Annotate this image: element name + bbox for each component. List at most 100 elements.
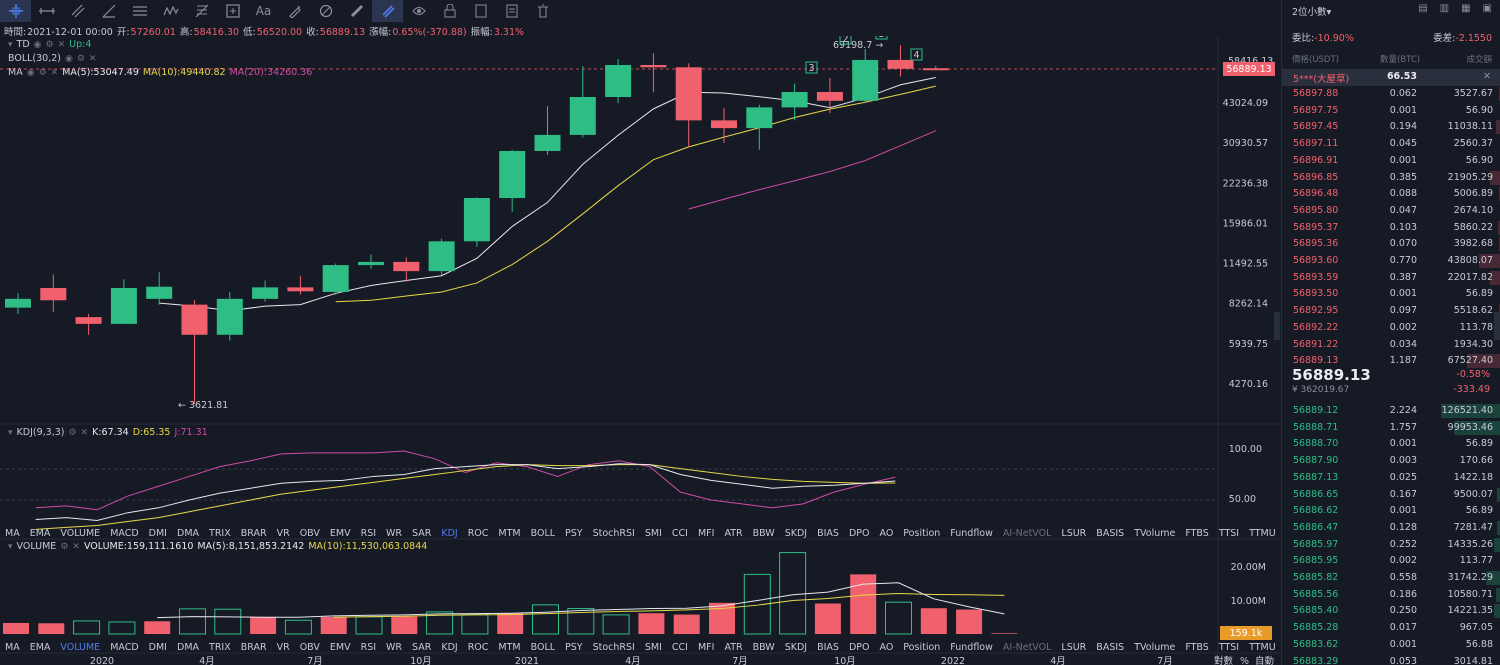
indicator-tab-brar[interactable]: BRAR — [240, 641, 267, 653]
collapse-icon[interactable]: ▾ — [8, 541, 13, 552]
indicator-tab-smi[interactable]: SMI — [644, 641, 662, 653]
copy-icon[interactable] — [465, 0, 496, 22]
indicator-tab-basis[interactable]: BASIS — [1096, 641, 1125, 653]
indicator-tab-mtm[interactable]: MTM — [498, 641, 521, 653]
indicator-tab-ao[interactable]: AO — [879, 527, 894, 539]
indicator-tab-ema[interactable]: EMA — [29, 527, 51, 539]
ask-row[interactable]: 56896.85 0.385 21905.29 — [1282, 170, 1500, 186]
ask-row[interactable]: 56895.37 0.103 5860.22 — [1282, 220, 1500, 236]
close-icon[interactable]: ✕ — [1483, 71, 1491, 82]
indicator-tab-bbw[interactable]: BBW — [752, 527, 775, 539]
indicator-tab-cci[interactable]: CCI — [671, 527, 688, 539]
gear-icon[interactable]: ⚙ — [76, 53, 85, 64]
close-icon[interactable]: ✕ — [88, 53, 97, 64]
bid-row[interactable]: 56885.40 0.250 14221.35 — [1282, 603, 1500, 619]
indicator-tab-basis[interactable]: BASIS — [1096, 527, 1125, 539]
gear-icon[interactable]: ⚙ — [45, 39, 54, 50]
indicator-tab-psy[interactable]: PSY — [565, 527, 583, 539]
indicator-tab-ftbs[interactable]: FTBS — [1185, 527, 1209, 539]
indicator-tab-rsi[interactable]: RSI — [360, 527, 377, 539]
indicator-tab-skdj[interactable]: SKDJ — [784, 527, 808, 539]
indicator-tab-ma[interactable]: MA — [5, 527, 20, 539]
indicator-tab-fundflow[interactable]: Fundflow — [950, 527, 993, 539]
ask-row[interactable]: 56896.48 0.088 5006.89 — [1282, 186, 1500, 202]
gear-icon[interactable]: ⚙ — [60, 541, 69, 552]
ask-row[interactable]: 56891.22 0.034 1934.30 — [1282, 337, 1500, 353]
indicator-tab-trix[interactable]: TRIX — [209, 641, 231, 653]
indicator-tab-boll[interactable]: BOLL — [530, 641, 556, 653]
gear-icon[interactable]: ⚙ — [68, 427, 77, 438]
indicator-tab-fundflow[interactable]: Fundflow — [950, 641, 993, 653]
horizontal-line-icon[interactable] — [31, 0, 62, 22]
more-icon[interactable]: ▣ — [1482, 3, 1492, 14]
eye-icon[interactable]: ◉ — [26, 67, 35, 78]
indicator-tab-wr[interactable]: WR — [386, 527, 403, 539]
indicator-tab-rsi[interactable]: RSI — [360, 641, 377, 653]
bid-row[interactable]: 56885.56 0.186 10580.71 — [1282, 587, 1500, 603]
indicator-tab-ttsi[interactable]: TTSI — [1218, 527, 1240, 539]
precision-select[interactable]: 2位小數▾ — [1292, 7, 1332, 18]
indicator-tab-macd[interactable]: MACD — [110, 527, 139, 539]
bid-row[interactable]: 56886.65 0.167 9500.07 — [1282, 487, 1500, 503]
settings-icon[interactable] — [496, 0, 527, 22]
ask-row[interactable]: 56897.75 0.001 56.90 — [1282, 103, 1500, 119]
ask-row[interactable]: 56895.36 0.070 3982.68 — [1282, 236, 1500, 252]
price-chart[interactable]: 58416.13 43024.09 30930.57 22236.38 15986.01… — [0, 36, 1280, 665]
book-asks-icon[interactable]: ▥ — [1439, 3, 1450, 14]
bid-row[interactable]: 56888.70 0.001 56.89 — [1282, 436, 1500, 452]
lock-icon[interactable] — [434, 0, 465, 22]
ask-row[interactable]: 56893.59 0.387 22017.82 — [1282, 270, 1500, 286]
indicator-tab-ema[interactable]: EMA — [29, 641, 51, 653]
ask-row[interactable]: 56897.88 0.062 3527.67 — [1282, 86, 1500, 102]
rectangle-icon[interactable] — [217, 0, 248, 22]
indicator-tab-mfi[interactable]: MFI — [697, 641, 715, 653]
indicator-tab-bias[interactable]: BIAS — [817, 641, 839, 653]
bid-row[interactable]: 56888.71 1.757 99953.46 — [1282, 420, 1500, 436]
bid-row[interactable]: 56885.28 0.017 967.05 — [1282, 620, 1500, 636]
indicator-tab-dmi[interactable]: DMI — [148, 527, 167, 539]
ray-icon[interactable] — [93, 0, 124, 22]
indicator-tab-lsur[interactable]: LSUR — [1061, 527, 1087, 539]
bid-row[interactable]: 56885.82 0.558 31742.29 — [1282, 570, 1500, 586]
indicator-tab-ai-netvol[interactable]: AI-NetVOL — [1002, 641, 1052, 653]
indicator-tab-volume[interactable]: VOLUME — [60, 641, 101, 653]
parallel-channel-icon[interactable] — [124, 0, 155, 22]
indicator-tab-stochrsi[interactable]: StochRSI — [592, 527, 635, 539]
eye-icon[interactable]: ◉ — [33, 39, 42, 50]
gear-icon[interactable]: ⚙ — [38, 67, 47, 78]
indicator-tab-mfi[interactable]: MFI — [697, 527, 715, 539]
indicator-tab-ma[interactable]: MA — [5, 641, 20, 653]
close-icon[interactable]: ✕ — [57, 39, 66, 50]
eye-icon[interactable]: ◉ — [64, 53, 73, 64]
wave-icon[interactable] — [155, 0, 186, 22]
indicator-tab-wr[interactable]: WR — [386, 641, 403, 653]
indicator-tab-kdj[interactable]: KDJ — [441, 641, 458, 653]
indicator-tab-dmi[interactable]: DMI — [148, 641, 167, 653]
indicator-tab-vr[interactable]: VR — [276, 641, 290, 653]
trend-lines-icon[interactable] — [62, 0, 93, 22]
close-icon[interactable]: ✕ — [50, 67, 59, 78]
indicator-tab-trix[interactable]: TRIX — [209, 527, 231, 539]
ask-row[interactable]: 56897.11 0.045 2560.37 — [1282, 136, 1500, 152]
indicator-tab-mtm[interactable]: MTM — [498, 527, 521, 539]
indicator-tab-brar[interactable]: BRAR — [240, 527, 267, 539]
fibonacci-icon[interactable] — [186, 0, 217, 22]
bid-row[interactable]: 56886.62 0.001 56.89 — [1282, 503, 1500, 519]
eraser-icon[interactable] — [310, 0, 341, 22]
indicator-tab-dma[interactable]: DMA — [177, 641, 200, 653]
indicator-tab-position[interactable]: Position — [903, 641, 941, 653]
indicator-tab-cci[interactable]: CCI — [671, 641, 688, 653]
user-order-row[interactable]: 5***(大屋草) 66.53 ✕ — [1282, 69, 1500, 86]
indicator-tab-obv[interactable]: OBV — [299, 527, 320, 539]
indicator-tab-tvolume[interactable]: TVolume — [1134, 527, 1176, 539]
crosshair-icon[interactable] — [0, 0, 31, 22]
indicator-tab-lsur[interactable]: LSUR — [1061, 641, 1087, 653]
indicator-tab-smi[interactable]: SMI — [644, 527, 662, 539]
close-icon[interactable]: ✕ — [72, 541, 80, 552]
indicator-tab-bbw[interactable]: BBW — [752, 641, 775, 653]
indicator-tab-volume[interactable]: VOLUME — [60, 527, 101, 539]
indicator-tab-ai-netvol[interactable]: AI-NetVOL — [1002, 527, 1052, 539]
bid-row[interactable]: 56885.97 0.252 14335.26 — [1282, 537, 1500, 553]
indicator-tab-position[interactable]: Position — [903, 527, 941, 539]
indicator-tab-vr[interactable]: VR — [276, 527, 290, 539]
